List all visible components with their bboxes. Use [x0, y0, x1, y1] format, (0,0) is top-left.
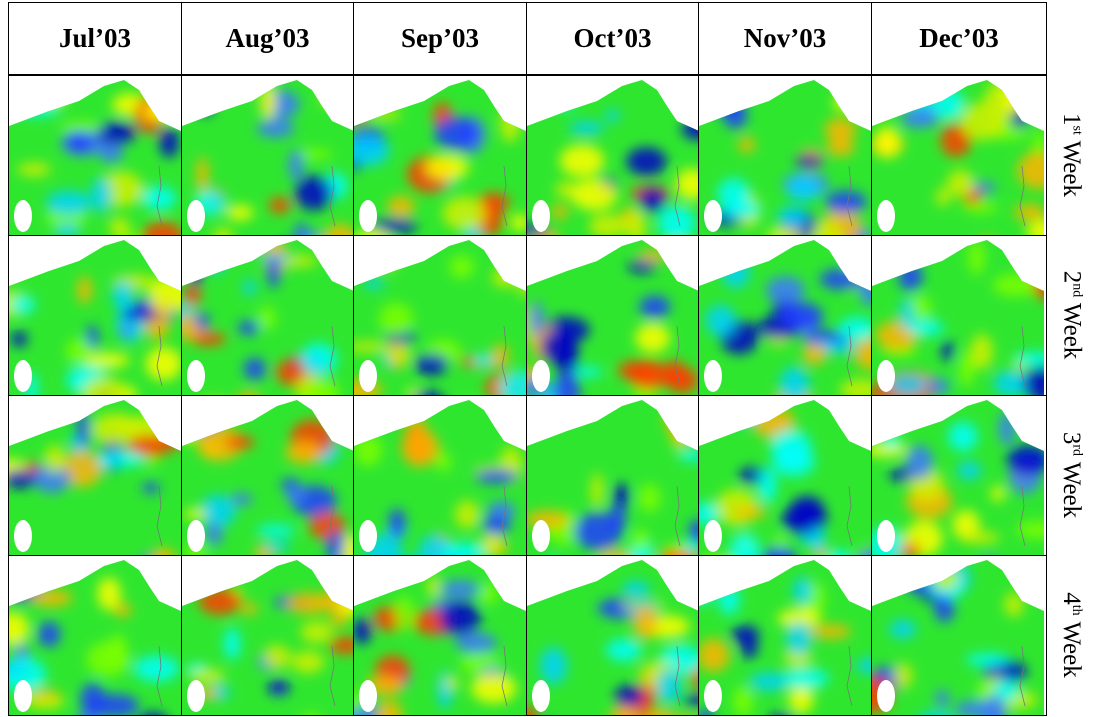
map	[354, 396, 527, 556]
map-panel	[871, 235, 1047, 396]
column-header: Nov’03	[698, 2, 872, 75]
row-label-text: 1st Week	[1057, 113, 1085, 197]
row-label: 4th Week	[1048, 555, 1094, 715]
column-header: Dec’03	[871, 2, 1047, 75]
ordinal-suffix: rd	[1069, 444, 1084, 456]
map	[354, 236, 527, 396]
map-panel	[181, 75, 354, 236]
map	[872, 236, 1047, 396]
column-header: Sep’03	[353, 2, 527, 75]
column-header: Oct’03	[526, 2, 699, 75]
map-panel	[698, 555, 872, 716]
map	[527, 76, 699, 236]
map-panel	[8, 235, 182, 396]
week: Week	[1058, 141, 1085, 197]
map	[9, 556, 182, 716]
row-label: 1st Week	[1048, 75, 1094, 235]
row-label-text: 2nd Week	[1057, 271, 1085, 360]
map	[872, 76, 1047, 236]
map	[182, 556, 354, 716]
map-panel	[526, 555, 699, 716]
week: Week	[1058, 303, 1085, 359]
map-panel	[526, 75, 699, 236]
map	[872, 556, 1047, 716]
map	[354, 76, 527, 236]
map-panel	[871, 555, 1047, 716]
map	[354, 556, 527, 716]
map	[699, 76, 872, 236]
map	[182, 396, 354, 556]
map	[182, 236, 354, 396]
ordinal-suffix: st	[1069, 126, 1084, 135]
map-panel	[8, 555, 182, 716]
column-header: Aug’03	[181, 2, 354, 75]
ordinal: 3	[1058, 432, 1085, 445]
row-label-text: 4th Week	[1057, 592, 1085, 678]
map-panel	[353, 235, 527, 396]
map-panel	[871, 395, 1047, 556]
map	[527, 396, 699, 556]
map	[872, 396, 1047, 556]
ordinal: 2	[1058, 271, 1085, 284]
map	[527, 556, 699, 716]
map-panel	[8, 395, 182, 556]
map-panel	[526, 235, 699, 396]
map-panel	[353, 75, 527, 236]
column-header: Jul’03	[8, 2, 182, 75]
map	[9, 396, 182, 556]
map	[182, 76, 354, 236]
map-panel	[526, 395, 699, 556]
ordinal-suffix: th	[1069, 605, 1084, 616]
row-label: 2nd Week	[1048, 235, 1094, 395]
map	[527, 236, 699, 396]
row-label-text: 3rd Week	[1057, 432, 1085, 518]
map-panel	[181, 395, 354, 556]
map	[699, 396, 872, 556]
map-panel	[698, 395, 872, 556]
figure: Jul’03Aug’03Sep’03Oct’03Nov’03Dec’03 1st …	[0, 0, 1094, 717]
map-panel	[8, 75, 182, 236]
map-panel	[181, 555, 354, 716]
map-panel	[698, 235, 872, 396]
week: Week	[1058, 462, 1085, 518]
map-panel	[698, 75, 872, 236]
ordinal: 1	[1058, 113, 1085, 126]
map-panel	[353, 395, 527, 556]
ordinal: 4	[1058, 592, 1085, 605]
map	[699, 556, 872, 716]
week: Week	[1058, 621, 1085, 677]
ordinal-suffix: nd	[1069, 283, 1084, 297]
map-panel	[871, 75, 1047, 236]
map	[9, 76, 182, 236]
map-panel	[181, 235, 354, 396]
map	[9, 236, 182, 396]
map	[699, 236, 872, 396]
row-label: 3rd Week	[1048, 395, 1094, 555]
map-panel	[353, 555, 527, 716]
